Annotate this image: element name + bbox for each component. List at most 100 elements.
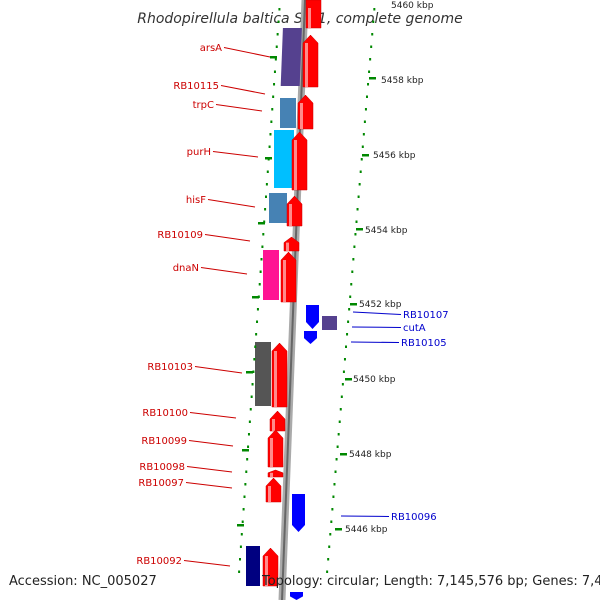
inner-tick [264,195,267,198]
inner-tick [268,145,271,148]
gene-leader-line [185,482,233,489]
outer-tick [364,108,367,111]
gene-label-RB10109: RB10109 [157,230,203,241]
gene-leader-line [215,104,263,112]
inner-tick [244,483,247,486]
inner-tick [278,8,281,11]
inner-tick [252,370,255,373]
forward-gene-highlight [305,43,308,87]
scale-label: 5460 kbp [391,1,434,11]
inner-tick [262,233,265,236]
reverse-gene-arrow [306,305,319,329]
scale-labels: 5460 kbp 5458 kbp 5456 kbp 5454 kbp 5452 kbp… [345,1,434,535]
forward-gene-highlight [289,204,292,226]
gene-label-arsA: arsA [200,43,222,54]
outer-tick [372,20,375,23]
gene-leader-line [194,366,243,374]
gene-leader-line [352,311,402,315]
gene-leader-line [351,326,402,328]
inner-tick [276,33,279,36]
inner-tick [263,220,266,223]
outer-tick [332,495,335,498]
outer-tick [341,383,344,386]
outer-tick [347,320,350,323]
outer-tick [369,58,372,61]
inner-tick [273,83,276,86]
gene-label-RB10099: RB10099 [141,436,187,447]
forward-gene-highlight [283,260,286,302]
inner-tick [243,495,246,498]
major-tick [270,56,277,59]
gene-leader-line [188,440,234,447]
gene-leader-line [200,267,248,275]
scale-ticks [237,8,376,573]
inner-tick [241,520,244,523]
gene-label-trpC: trpC [193,100,214,111]
outer-tick [353,245,356,248]
inner-tick [275,45,278,48]
gene-label-RB10100: RB10100 [142,408,188,419]
inner-tick [240,533,243,536]
inner-tick [273,70,276,73]
gene-leader-line [189,412,237,419]
cog-block-arsA [280,28,302,86]
outer-tick [335,458,338,461]
outer-tick [361,145,364,148]
inner-tick [270,120,273,123]
inner-tick [239,558,242,561]
inner-tick [271,108,274,111]
outer-tick [346,333,349,336]
cog-block-RB10103 [255,342,271,406]
major-tick [369,77,376,80]
gene-label-RB10098: RB10098 [139,462,185,473]
outer-tick [367,83,370,86]
reverse-gene-arrow [304,331,317,344]
outer-tick [326,570,329,573]
gene-leader-line [223,47,271,58]
gene-label-hisF: hisF [186,195,206,206]
forward-gene-highlight [294,140,297,190]
outer-tick [370,45,373,48]
inner-tick [260,258,263,261]
scale-label: 5450 kbp [353,375,396,385]
inner-tick [250,395,253,398]
reverse-gene-arrow [290,592,303,600]
gene-leader-line [183,560,231,567]
outer-tick [339,408,342,411]
inner-tick [258,283,261,286]
gene-label-RB10097: RB10097 [138,478,184,489]
gene-leader-line [212,151,259,158]
outer-tick [337,433,340,436]
major-tick [335,528,342,531]
inner-tick [248,420,251,423]
major-tick [242,449,249,452]
forward-gene-highlight [270,438,273,467]
cog-block-dnaN [263,250,279,300]
inner-tick [246,458,249,461]
outer-tick [352,258,355,261]
accession-label: Accession: NC_005027 [9,574,157,589]
inner-tick [245,470,248,473]
inner-tick [256,320,259,323]
gene-label-cutA: cutA [403,323,426,334]
inner-tick [261,245,264,248]
forward-gene-highlight [308,8,311,28]
outer-tick [333,483,336,486]
forward-gene-highlight [265,556,268,586]
major-tick [258,222,265,225]
outer-tick [336,445,339,448]
cog-block-purH [274,130,294,188]
major-tick [252,296,259,299]
gene-label-RB10107: RB10107 [403,310,449,321]
genome-summary: Topology: circular; Length: 7,145,576 bp… [262,574,600,589]
gene-leader-line [350,341,400,343]
outer-tick [359,170,362,173]
inner-tick [251,383,254,386]
outer-tick [360,158,363,161]
forward-gene-highlight [272,419,275,431]
scale-label: 5452 kbp [359,300,402,310]
gene-label-RB10096: RB10096 [391,512,437,523]
inner-tick [249,408,252,411]
scale-label: 5448 kbp [349,450,392,460]
